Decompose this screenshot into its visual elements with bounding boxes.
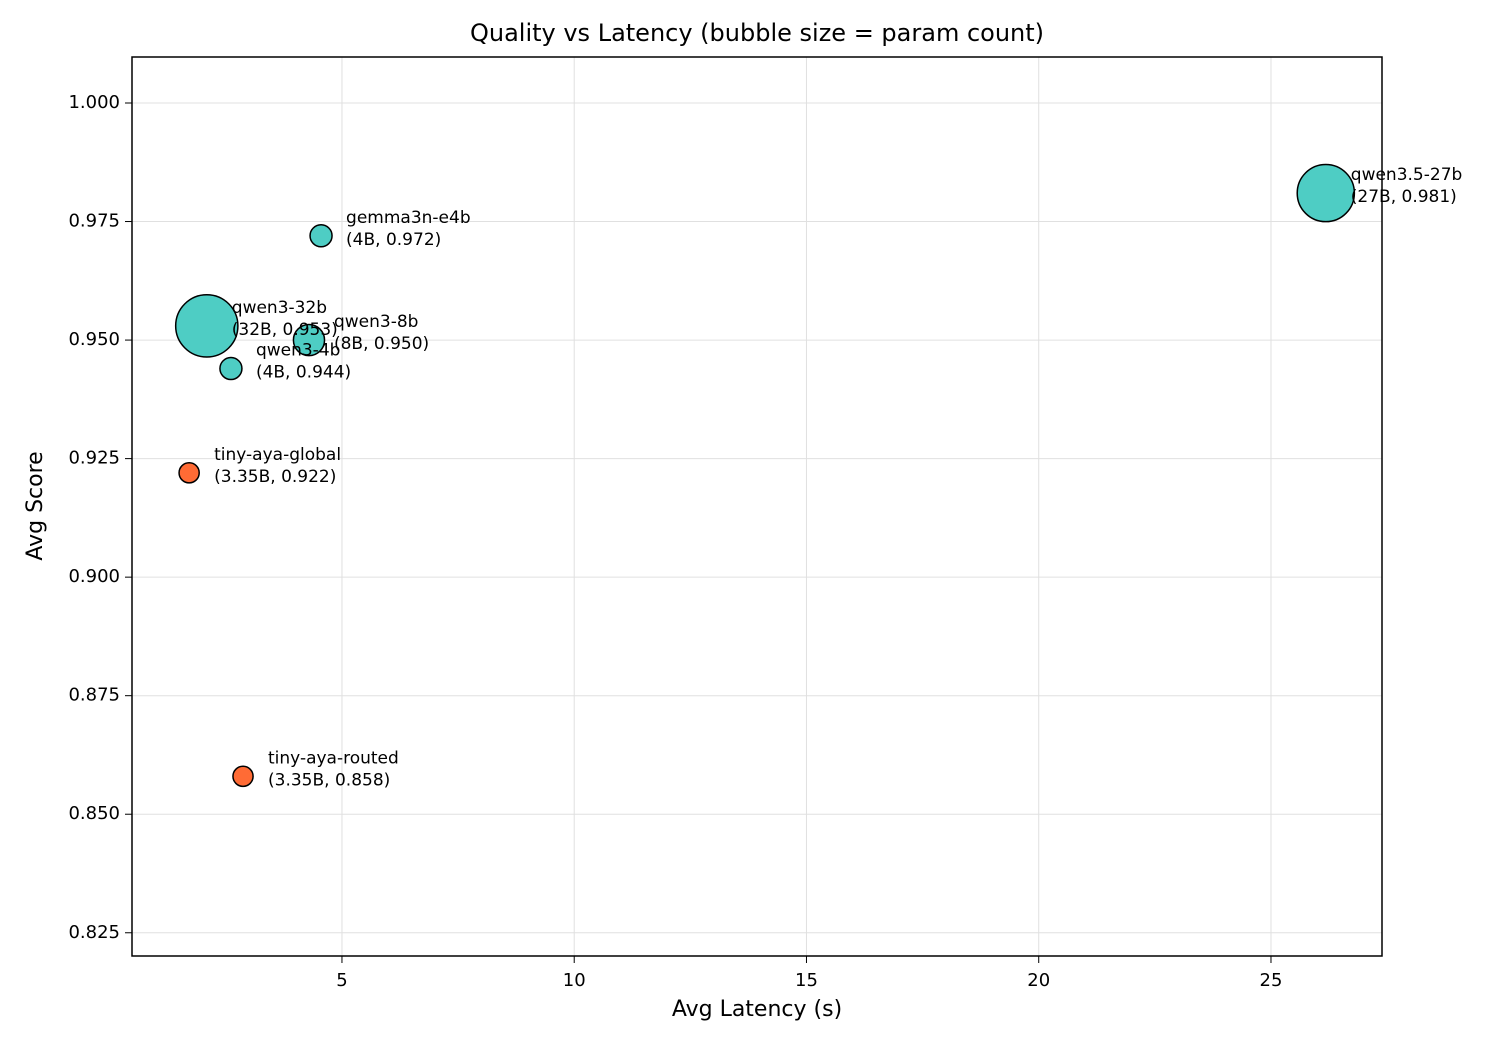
bubble: [309, 224, 333, 248]
point-name: tiny-aya-routed: [268, 748, 399, 768]
y-axis-label: Avg Score: [23, 451, 48, 560]
x-tick-label: 20: [1027, 970, 1050, 991]
x-tick-label: 10: [563, 970, 586, 991]
bubble: [178, 462, 200, 484]
point-annotation: (8B, 0.950): [334, 334, 429, 354]
y-tick-label: 0.825: [68, 922, 120, 943]
plot-frame: [131, 56, 1383, 957]
bubble: [292, 323, 326, 357]
x-tick-label: 5: [336, 970, 347, 991]
bubble: [219, 356, 243, 381]
x-tick-label: 25: [1260, 970, 1283, 991]
y-tick-label: 0.925: [68, 448, 120, 469]
y-tick-label: 0.875: [68, 685, 120, 706]
point-annotation: (3.35B, 0.858): [268, 770, 390, 790]
chart-title: Quality vs Latency (bubble size = param …: [470, 19, 1044, 47]
point-name: qwen3.5-27b: [1351, 165, 1463, 185]
point-annotation: (4B, 0.972): [346, 230, 441, 250]
y-tick-label: 0.850: [68, 803, 120, 824]
point-name: qwen3-32b: [232, 298, 327, 318]
point-annotation: (4B, 0.944): [256, 363, 351, 383]
point-annotation: (27B, 0.981): [1351, 187, 1457, 207]
bubble: [174, 293, 239, 358]
point-annotation: (32B, 0.953): [232, 320, 338, 340]
y-tick-label: 1.000: [68, 92, 120, 113]
bubble: [232, 765, 254, 788]
grid: [132, 57, 1382, 956]
y-tick-label: 0.950: [68, 329, 120, 350]
point-name: qwen3-8b: [334, 312, 419, 332]
y-tick-label: 0.900: [68, 566, 120, 587]
y-tick-label: 0.975: [68, 211, 120, 232]
marks: qwen3.5-27b(27B, 0.981)gemma3n-e4b(4B, 0…: [174, 163, 1463, 790]
x-axis-label: Avg Latency (s): [672, 997, 842, 1022]
bubble: [1296, 163, 1356, 223]
point-name: gemma3n-e4b: [346, 208, 471, 228]
point-name: tiny-aya-global: [214, 445, 341, 465]
x-tick-label: 15: [795, 970, 818, 991]
point-name: qwen3-4b: [256, 341, 341, 361]
point-annotation: (3.35B, 0.922): [214, 467, 336, 487]
